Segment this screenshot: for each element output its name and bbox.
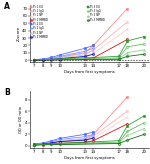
Y-axis label: Z-score: Z-score [17, 26, 21, 41]
Legend: Pt 3 EU, Pt 3 IgG, Pt 3 NP, Pt 3 MMBD: Pt 3 EU, Pt 3 IgG, Pt 3 NP, Pt 3 MMBD [87, 5, 105, 22]
Y-axis label: OD or OD ratio: OD or OD ratio [19, 106, 23, 133]
X-axis label: Days from first symptoms: Days from first symptoms [64, 70, 115, 74]
Text: B: B [4, 88, 10, 97]
Text: A: A [4, 2, 10, 11]
X-axis label: Days from first symptoms: Days from first symptoms [64, 156, 115, 160]
